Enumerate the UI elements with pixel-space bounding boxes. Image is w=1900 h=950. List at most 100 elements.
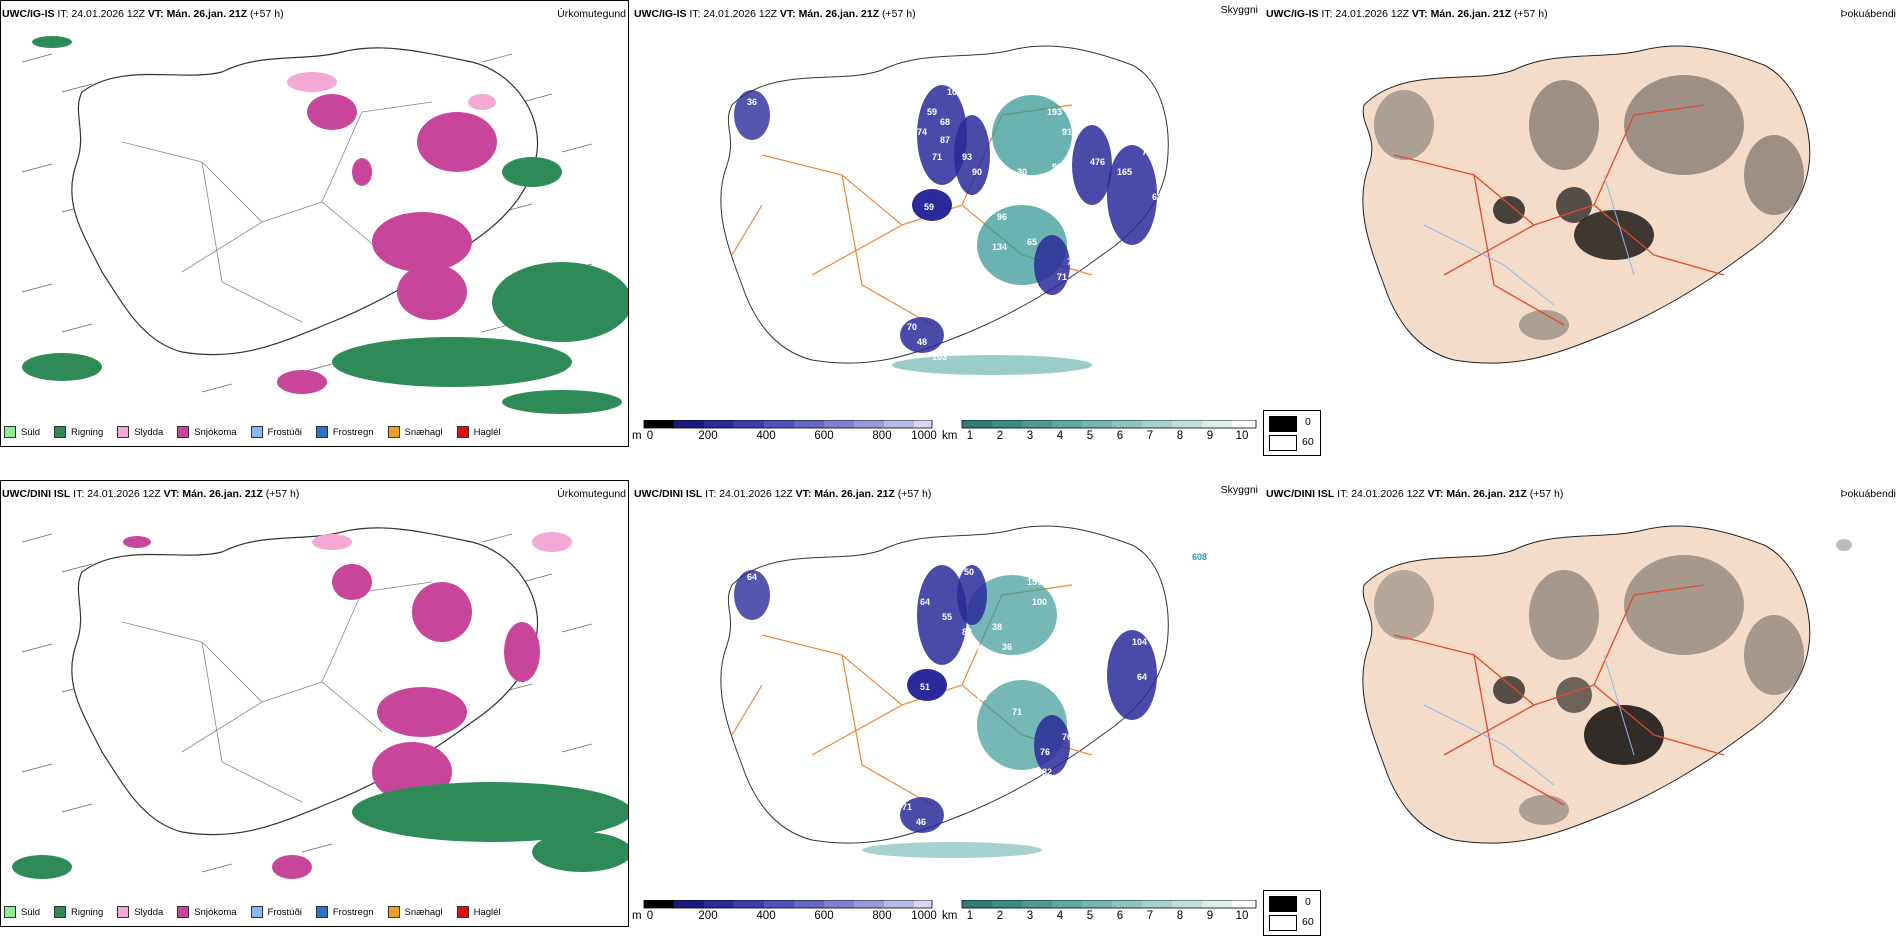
valid-time: Mán. 26.jan. 21Z: [1446, 488, 1527, 500]
legend-item: Snjókoma: [177, 426, 237, 438]
tick-label: 5: [1086, 910, 1094, 922]
tick-label: 10: [1235, 910, 1249, 922]
lead-time: (+57 h): [1514, 8, 1548, 20]
vis-value: 82: [1042, 767, 1052, 777]
tick-label: 6: [1116, 430, 1124, 442]
panel-header: UWC/IG-IS IT: 24.01.2026 12Z VT: Mán. 26…: [1266, 8, 1548, 20]
legend-swatch: [177, 426, 190, 438]
vis-value: 63: [1122, 127, 1132, 137]
road-network: [1393, 584, 1725, 806]
tick-label: 1000: [911, 910, 937, 922]
visibility-colorbar-m: m 0 200 400 600 800 1000: [632, 899, 942, 922]
colorbar-unit: m: [632, 430, 642, 442]
vis-value: 88: [1087, 237, 1097, 247]
init-time: 24.01.2026 12Z: [1335, 8, 1409, 20]
model-name: UWC/DINI ISL: [2, 488, 71, 500]
vis-value: 89: [970, 642, 980, 652]
legend-swatch: [387, 906, 400, 918]
vis-value: 55: [942, 612, 952, 622]
legend-label: Slydda: [134, 906, 164, 918]
vis-value: 36: [1002, 642, 1012, 652]
panel-header: UWC/DINI ISL IT: 24.01.2026 12Z VT: Mán.…: [634, 488, 931, 500]
colorbar-unit: km: [942, 430, 958, 442]
legend-item: Haglél: [456, 906, 501, 918]
legend-item: Súld: [4, 426, 40, 438]
iceland-map: [1362, 45, 1811, 364]
sleet-areas: [312, 532, 572, 552]
vis-value: 103: [932, 352, 947, 362]
legend-label: Snæhagl: [404, 906, 443, 918]
fog-legend-swatch-light: [1269, 915, 1297, 931]
lead-time: (+57 h): [1529, 488, 1564, 500]
vis-value: 64: [1137, 672, 1147, 682]
tick-label: 800: [872, 430, 892, 442]
vis-value: 67: [990, 557, 1000, 567]
visibility-values: 64 50 67 32 64 55 83 89 159 100 104 48 6…: [747, 547, 1207, 827]
legend-item: Frostúði: [250, 906, 302, 918]
legend-label: Súld: [21, 426, 41, 438]
vis-value: 309: [1037, 652, 1052, 662]
vis-value: 102: [947, 87, 962, 97]
vis-value: 86: [972, 92, 982, 102]
vis-value: 80: [1002, 77, 1012, 87]
legend-item: Slydda: [117, 906, 163, 918]
vt-label: VT:: [779, 8, 796, 20]
legend-swatch: [54, 906, 67, 918]
panel-header: UWC/IG-IS IT: 24.01.2026 12Z VT: Mán. 26…: [634, 8, 916, 20]
tick-label: 10: [1235, 430, 1249, 442]
legend-swatch: [315, 426, 328, 438]
init-time: 24.01.2026 12Z: [71, 8, 145, 20]
vis-value: 64: [747, 572, 757, 582]
tick-label: 0: [646, 910, 654, 922]
iceland-outline: [71, 47, 539, 356]
legend-label: Snæhagl: [404, 426, 443, 438]
vis-value: 76: [1142, 147, 1152, 157]
legend-swatch: [117, 906, 130, 918]
colorbar-m-gradient: [643, 899, 933, 909]
legend-swatch: [456, 426, 469, 438]
tick-label: 9: [1206, 910, 1214, 922]
fog-indicator-panel: UWC/IG-IS IT: 24.01.2026 12Z VT: Mán. 26…: [1264, 0, 1900, 455]
road-network: [121, 101, 433, 323]
vis-value: 46: [916, 817, 926, 827]
legend-label: Slydda: [134, 426, 164, 438]
legend-item: Frostúði: [250, 426, 302, 438]
model-name: UWC/DINI ISL: [1266, 488, 1335, 500]
legend-label: Frostúði: [267, 906, 302, 918]
legend-swatch: [54, 426, 67, 438]
legend-item: Haglél: [456, 426, 501, 438]
vt-label: VT:: [163, 488, 180, 500]
lead-time: (+57 h): [882, 8, 916, 20]
legend-swatch: [250, 426, 263, 438]
vis-value: 70: [907, 322, 917, 332]
tick-label: 8: [1176, 430, 1184, 442]
legend-swatch: [250, 906, 263, 918]
panel-title: Skyggni: [1220, 4, 1258, 16]
tick-label: 200: [698, 910, 718, 922]
vis-value: 76: [1062, 732, 1072, 742]
legend-label: Súld: [21, 906, 41, 918]
panel-header: UWC/DINI ISL IT: 24.01.2026 12Z VT: Mán.…: [1266, 488, 1563, 500]
vis-value: 71: [932, 152, 942, 162]
forecast-row-1: UWC/IG-IS IT: 24.01.2026 12Z VT: Mán. 26…: [0, 0, 1900, 456]
fog-legend: 0 60: [1263, 890, 1321, 936]
vt-label: VT:: [147, 8, 164, 20]
legend-item: Slydda: [117, 426, 163, 438]
legend-swatch: [4, 906, 16, 918]
vis-value: 59: [927, 107, 937, 117]
vis-value: 48: [1082, 602, 1092, 612]
tick-label: 4: [1056, 430, 1064, 442]
vis-value: 32: [1052, 307, 1062, 317]
river-network: [1423, 654, 1635, 786]
vis-value: 48: [917, 337, 927, 347]
vis-value: 59: [924, 202, 934, 212]
fog-legend-label: 60: [1302, 916, 1314, 928]
model-name: UWC/DINI ISL: [634, 488, 703, 500]
low-visibility-areas: [734, 565, 1157, 833]
forecast-row-2: UWC/DINI ISL IT: 24.01.2026 12Z VT: Mán.…: [0, 480, 1900, 936]
legend-label: Haglél: [473, 906, 501, 918]
vis-value: 74: [917, 127, 927, 137]
init-time: 24.01.2026 12Z: [703, 8, 777, 20]
vis-value: 76: [1040, 747, 1050, 757]
tick-label: 7: [1146, 910, 1154, 922]
